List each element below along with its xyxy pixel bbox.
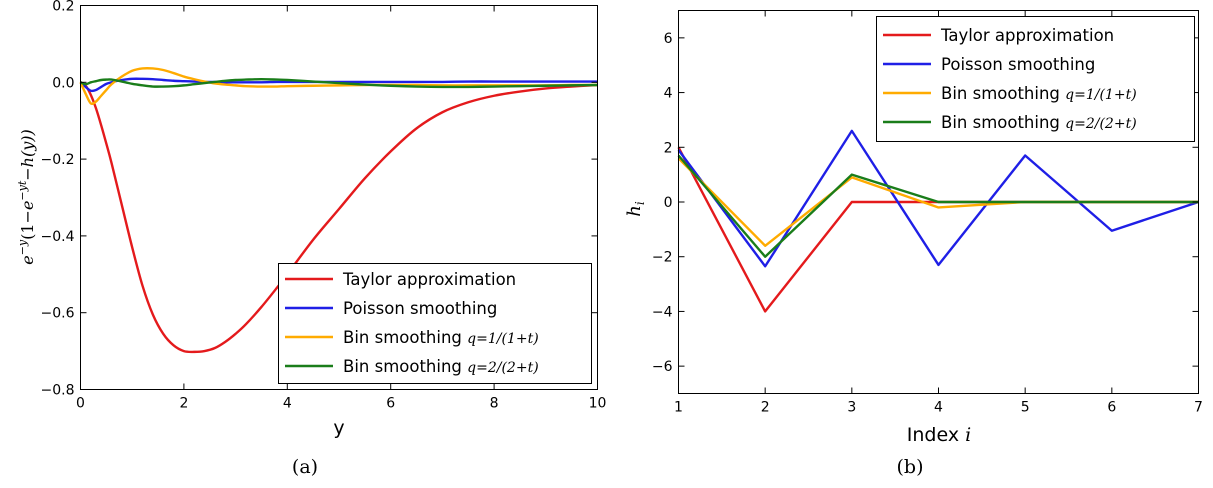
panel-a-legend-label-1: Taylor approximation bbox=[342, 270, 516, 289]
panel-a-x-tick-label: 0 bbox=[76, 396, 85, 412]
panel-a-plot-frame bbox=[80, 5, 598, 390]
panel-b-x-axis-label: Index i bbox=[907, 424, 971, 446]
panel-a-y-tick-label: −0.8 bbox=[41, 383, 75, 399]
panel-b-ticks: 1 2 3 4 5 6 7 −6 −4 −2 0 2 4 6 bbox=[652, 10, 1203, 416]
panel-b-y-axis-label: hi bbox=[624, 201, 647, 217]
panel-a-legend-box bbox=[278, 263, 592, 384]
panel-a-series-group bbox=[79, 67, 598, 354]
panel-b-series-line-4 bbox=[677, 154, 1199, 258]
panel-a-y-tick-label: 0.2 bbox=[52, 0, 74, 15]
panel-a-legend: Taylor approximation Poisson smoothing Bin… bbox=[278, 263, 592, 384]
panel-b-x-tick-label: 7 bbox=[1194, 400, 1203, 416]
panel-a-chart: 0 2 4 6 8 10 −0.8 −0.6 −0.4 −0.2 0.0 0.2 y e−y(1−e−… bbox=[16, 0, 606, 478]
panel-b-x-tick-label: 1 bbox=[674, 400, 683, 416]
panel-a-series-line-2 bbox=[79, 77, 598, 93]
panel-a-x-tick-label: 6 bbox=[386, 396, 395, 412]
panel-a-x-tick-label: 10 bbox=[589, 396, 607, 412]
panel-a-series-line-4 bbox=[80, 78, 598, 89]
panel-a-x-axis-label: y bbox=[333, 417, 344, 439]
panel-a-x-tick-label: 8 bbox=[490, 396, 499, 412]
panel-b-legend-label-3: Bin smoothing q=1/(1+t) bbox=[941, 84, 1137, 103]
panel-b-y-tick-label: 0 bbox=[664, 195, 673, 211]
panel-a-legend-label-3: Bin smoothing q=1/(1+t) bbox=[343, 328, 539, 347]
panel-b-x-tick-label: 5 bbox=[1021, 400, 1030, 416]
panel-a-x-tick-label: 4 bbox=[283, 396, 292, 412]
panel-a-legend-label-2: Poisson smoothing bbox=[343, 299, 497, 318]
panel-a-y-axis-label: e−y(1−e−yt−h(y)) bbox=[16, 129, 37, 265]
panel-b-series-line-1 bbox=[677, 146, 1199, 313]
panel-b-x-tick-label: 6 bbox=[1107, 400, 1116, 416]
panel-b-chart: 1 2 3 4 5 6 7 −6 −4 −2 0 2 4 6 Index i hi Taylor appr… bbox=[624, 10, 1203, 478]
panel-a-y-tick-label: 0.0 bbox=[52, 75, 74, 91]
panel-b-y-tick-label: −6 bbox=[652, 359, 673, 375]
panel-b-legend: Taylor approximation Poisson smoothing Bin… bbox=[876, 16, 1195, 142]
panel-a-ticks: 0 2 4 6 8 10 −0.8 −0.6 −0.4 −0.2 0.0 0.2 bbox=[41, 0, 607, 412]
panel-b-y-tick-label: −2 bbox=[652, 250, 673, 266]
panel-a-y-tick-label: −0.6 bbox=[41, 306, 75, 322]
panel-b-legend-box bbox=[876, 16, 1195, 142]
panel-a-x-tick-label: 2 bbox=[179, 396, 188, 412]
panel-b-x-tick-label: 4 bbox=[934, 400, 943, 416]
panel-a-caption: (a) bbox=[292, 456, 318, 478]
panel-a-series-line-3 bbox=[79, 67, 598, 106]
panel-b-caption: (b) bbox=[897, 456, 924, 478]
panel-b-legend-label-4: Bin smoothing q=2/(2+t) bbox=[941, 113, 1137, 132]
panel-b-legend-label-2: Poisson smoothing bbox=[941, 55, 1095, 74]
panel-b-y-tick-label: 6 bbox=[664, 31, 673, 47]
panel-a-legend-label-4: Bin smoothing q=2/(2+t) bbox=[343, 357, 539, 376]
panel-b-series-line-2 bbox=[677, 129, 1199, 268]
panel-b-y-tick-label: 2 bbox=[664, 140, 673, 156]
panel-b-series-group bbox=[677, 129, 1199, 313]
panel-b-y-tick-label: 4 bbox=[664, 86, 673, 102]
panel-b-x-tick-label: 3 bbox=[847, 400, 856, 416]
panel-b-legend-label-1: Taylor approximation bbox=[940, 26, 1114, 45]
panel-a-series-line-1 bbox=[79, 81, 598, 354]
panel-a-y-tick-label: −0.2 bbox=[41, 152, 75, 168]
panel-b-x-tick-label: 2 bbox=[761, 400, 770, 416]
panel-a-y-tick-label: −0.4 bbox=[41, 229, 75, 245]
panel-b-y-tick-label: −4 bbox=[652, 304, 673, 320]
